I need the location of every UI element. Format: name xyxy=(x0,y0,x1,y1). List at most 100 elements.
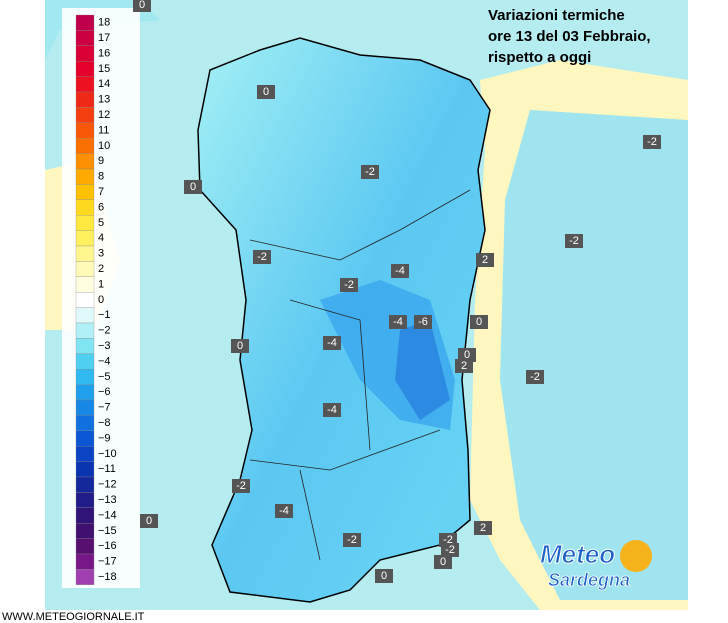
legend-swatch xyxy=(75,415,95,431)
legend-label: −16 xyxy=(98,540,117,552)
map-label-box xyxy=(184,180,202,194)
legend-label: −14 xyxy=(98,509,117,521)
map-label: -4 xyxy=(327,337,337,349)
logo-sun xyxy=(620,540,652,572)
legend-label: 0 xyxy=(98,294,104,306)
legend-swatch xyxy=(75,61,95,77)
legend-swatch xyxy=(75,76,95,93)
map-label: -2 xyxy=(569,235,579,247)
map-label: -2 xyxy=(344,279,354,291)
legend-swatch xyxy=(75,461,95,478)
map-label-box xyxy=(361,165,379,179)
map-label-box xyxy=(476,253,494,267)
legend-swatch xyxy=(75,322,95,339)
legend-swatch xyxy=(75,184,95,200)
map-label: -4 xyxy=(279,505,289,517)
map-label-box xyxy=(458,348,476,362)
legend-label: 16 xyxy=(98,47,110,59)
legend-swatch xyxy=(75,523,95,539)
legend-swatch xyxy=(75,353,95,370)
legend-label: 11 xyxy=(98,124,109,136)
legend-label: −5 xyxy=(98,371,111,383)
legend-swatch xyxy=(75,261,95,277)
legend-label: 5 xyxy=(98,217,104,229)
map-label-box xyxy=(340,278,358,292)
map-label-box xyxy=(643,135,661,149)
map-label-box xyxy=(275,504,293,518)
title-line: Variazioni termiche xyxy=(488,7,625,24)
legend-swatch xyxy=(75,138,95,154)
legend-label: 17 xyxy=(98,32,110,44)
legend-label: −11 xyxy=(98,463,116,475)
legend-label: −10 xyxy=(98,448,117,460)
legend-swatch xyxy=(75,14,95,31)
map-label-box xyxy=(323,403,341,417)
logo-text: Meteo xyxy=(540,539,615,569)
legend-swatch xyxy=(75,369,95,385)
map-label: -2 xyxy=(530,371,540,383)
legend: 1817161514131211109876543210−1−2−3−4−5−6… xyxy=(75,14,117,585)
map-label-box xyxy=(323,336,341,350)
legend-swatch xyxy=(75,384,95,401)
map-label-box xyxy=(253,250,271,264)
legend-label: −7 xyxy=(98,402,111,414)
legend-swatch xyxy=(75,538,95,555)
map-label: -2 xyxy=(443,534,453,546)
map-label: -2 xyxy=(445,544,455,556)
map-label-box xyxy=(231,339,249,353)
map-label: 2 xyxy=(482,254,488,266)
legend-label: 1 xyxy=(98,278,104,290)
map-label-box xyxy=(434,555,452,569)
sea-cold-zone xyxy=(500,110,688,600)
logo-text: Sardegna xyxy=(548,570,630,590)
legend-swatch xyxy=(75,153,95,170)
legend-swatch xyxy=(75,122,95,139)
legend-swatch xyxy=(75,307,95,324)
legend-swatch xyxy=(75,492,95,508)
map-label-box xyxy=(257,85,275,99)
legend-label: −8 xyxy=(98,417,111,429)
legend-label: −13 xyxy=(98,494,117,506)
map-label: 2 xyxy=(480,522,486,534)
legend-swatch xyxy=(75,91,95,108)
map-label: 0 xyxy=(190,181,196,193)
legend-label: 4 xyxy=(98,232,104,244)
map-label: -6 xyxy=(418,316,428,328)
legend-label: 8 xyxy=(98,171,104,183)
legend-label: −17 xyxy=(98,556,117,568)
legend-swatch xyxy=(75,45,95,62)
map-label-box xyxy=(232,479,250,493)
legend-label: 9 xyxy=(98,155,104,167)
map-label: -2 xyxy=(365,166,375,178)
legend-swatch xyxy=(75,292,95,308)
legend-label: 15 xyxy=(98,63,110,75)
legend-panel xyxy=(62,8,140,588)
map-label-box xyxy=(455,359,473,373)
map-label-box xyxy=(526,370,544,384)
legend-label: −9 xyxy=(98,432,111,444)
legend-label: −1 xyxy=(98,309,111,321)
map-label: 0 xyxy=(464,349,470,361)
map-label-box xyxy=(375,569,393,583)
map-label: -2 xyxy=(236,480,246,492)
legend-swatch xyxy=(75,553,95,570)
legend-label: −15 xyxy=(98,525,117,537)
legend-swatch xyxy=(75,507,95,524)
map-label-box xyxy=(470,315,488,329)
legend-label: −4 xyxy=(98,355,111,367)
map-label-box xyxy=(565,234,583,248)
legend-label: −2 xyxy=(98,325,111,337)
legend-swatch xyxy=(75,338,95,354)
map-label: 0 xyxy=(146,515,152,527)
map-label-box xyxy=(391,264,409,278)
map-label: 2 xyxy=(461,360,467,372)
legend-swatch xyxy=(75,430,95,447)
legend-swatch xyxy=(75,399,95,416)
map-label-box xyxy=(441,543,459,557)
legend-label: 14 xyxy=(98,78,110,90)
legend-label: 6 xyxy=(98,201,104,213)
legend-swatch xyxy=(75,30,95,46)
legend-swatch xyxy=(75,476,95,493)
map-labels: 00-2-20-2-2 2-4-2-4 -6 00 -402-2-4-2-402-2 -2… xyxy=(133,0,661,583)
